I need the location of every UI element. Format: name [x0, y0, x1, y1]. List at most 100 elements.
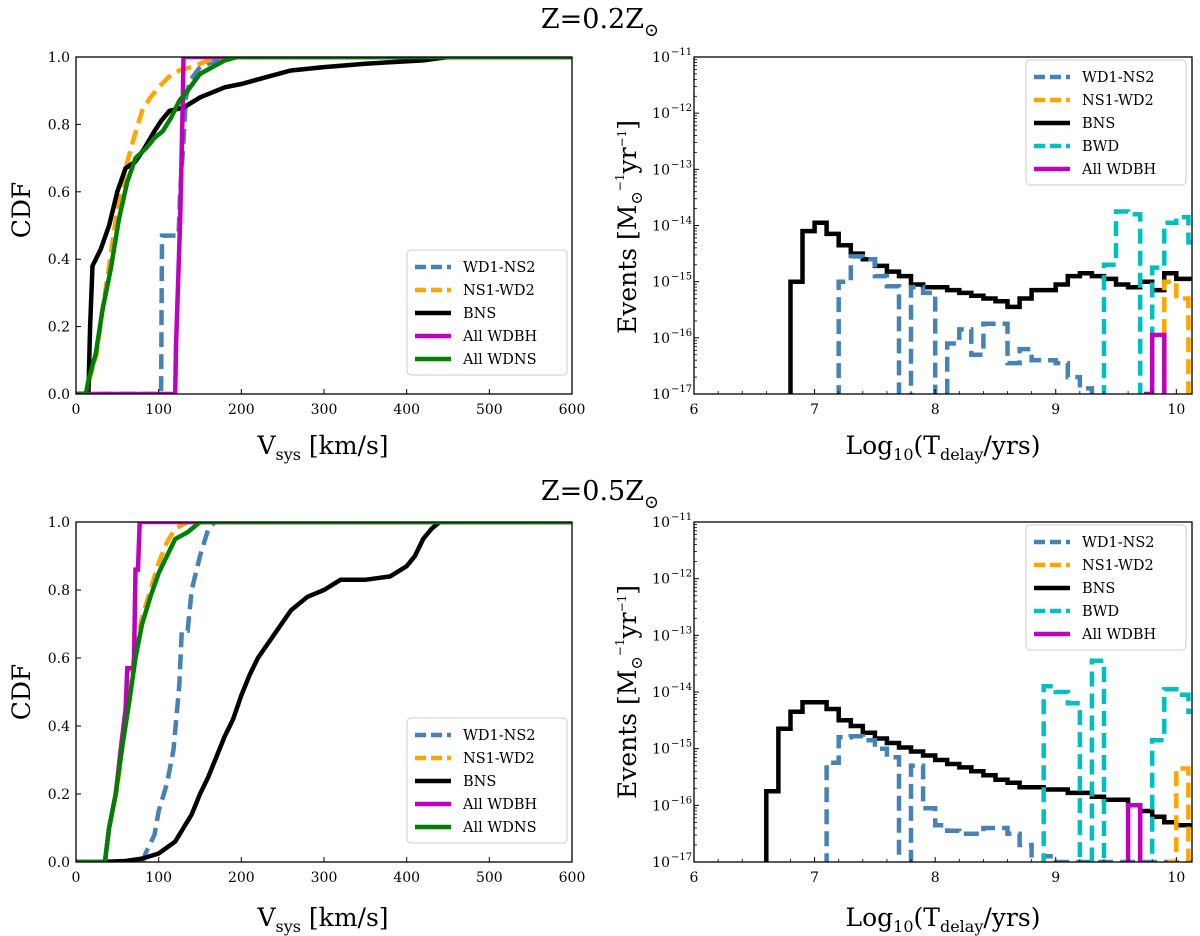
series-ns1-wd2 — [1162, 279, 1191, 394]
x-tick-label: 0 — [72, 402, 81, 418]
legend-label-bwd: BWD — [1082, 139, 1119, 155]
y-tick-label: 10 — [652, 628, 670, 644]
legend-box — [1025, 59, 1187, 186]
legend-label-all-wdbh: All WDBH — [462, 797, 537, 813]
events-ylabel-top: Events [M⊙−1yr−1] — [613, 120, 646, 334]
series-all-wdns — [76, 522, 572, 862]
y-tick-exponent: −12 — [671, 103, 692, 114]
series-all-wdns — [76, 57, 572, 394]
x-tick-label: 6 — [690, 402, 699, 418]
y-tick-exponent: −12 — [671, 569, 692, 580]
row-title-top: Z=0.2Z⊙ — [541, 4, 659, 41]
y-tick-label: 10 — [652, 219, 670, 235]
x-tick-label: 200 — [228, 870, 255, 886]
y-tick-label: 10 — [652, 387, 670, 403]
legend-label-bns: BNS — [463, 306, 496, 322]
legend-label-bns: BNS — [1082, 581, 1115, 597]
x-tick-label: 9 — [1051, 870, 1060, 886]
y-tick-label: 10 — [652, 331, 670, 347]
x-tick-label: 600 — [559, 870, 586, 886]
cdf-ylabel-bottom: CDF — [7, 664, 36, 721]
x-tick-label: 300 — [311, 870, 338, 886]
x-tick-label: 0 — [72, 870, 81, 886]
y-tick-label: 0.6 — [48, 651, 70, 667]
y-tick-exponent: −17 — [671, 852, 692, 863]
cdf_z02-plot: 0 100 200 300 400 500 600 0.0 0.2 0.4 0.6 0.8 1.0 WD1… — [48, 50, 586, 418]
y-tick-label: 0.0 — [48, 387, 70, 403]
y-tick-label: 0.4 — [48, 719, 70, 735]
series-bwd — [1101, 209, 1192, 394]
series-wd1-ns2 — [76, 57, 572, 394]
legend-label-bwd: BWD — [1082, 604, 1119, 620]
y-tick-label: 1.0 — [48, 515, 70, 531]
y-tick-label: 10 — [652, 572, 670, 588]
events-ylabel-bottom: Events [M⊙−1yr−1] — [613, 585, 646, 799]
x-tick-label: 400 — [393, 870, 420, 886]
legend-label-all-wdbh: All WDBH — [1081, 162, 1156, 178]
events_z05-series — [764, 658, 1192, 862]
series-all-wdbh — [76, 57, 572, 394]
cdf-ylabel-top: CDF — [7, 182, 36, 239]
y-tick-label: 10 — [652, 855, 670, 871]
y-tick-exponent: −16 — [671, 795, 692, 806]
y-tick-label: 1.0 — [48, 50, 70, 66]
y-tick-label: 10 — [652, 798, 670, 814]
y-tick-label: 0.6 — [48, 185, 70, 201]
x-tick-label: 7 — [810, 870, 819, 886]
y-tick-label: 10 — [652, 515, 670, 531]
series-bns — [76, 57, 572, 394]
y-tick-label: 10 — [652, 275, 670, 291]
y-tick-label: 10 — [652, 742, 670, 758]
y-tick-label: 0.4 — [48, 252, 70, 268]
legend-label-all-wdns: All WDNS — [462, 352, 537, 368]
y-tick-exponent: −17 — [671, 384, 692, 395]
x-tick-label: 8 — [931, 870, 940, 886]
tdelay-xlabel-top: Log10(Tdelay/yrs) — [846, 431, 1041, 464]
series-wd1-ns2 — [836, 254, 1095, 394]
y-tick-exponent: −16 — [671, 328, 692, 339]
legend-label-ns1-wd2: NS1-WD2 — [463, 751, 535, 767]
x-tick-label: 400 — [393, 402, 420, 418]
legend-box — [1025, 524, 1187, 651]
series-bns — [788, 220, 1192, 394]
x-tick-label: 500 — [476, 870, 503, 886]
y-tick-label: 0.2 — [48, 320, 70, 336]
series-all-wdbh — [1125, 803, 1143, 862]
y-tick-exponent: −14 — [671, 682, 692, 693]
y-tick-exponent: −13 — [671, 159, 692, 170]
series-all-wdbh — [1143, 332, 1167, 394]
x-tick-label: 6 — [690, 870, 699, 886]
legend-label-wd1-ns2: WD1-NS2 — [463, 728, 536, 744]
cdf_z05-plot: 0 100 200 300 400 500 600 0.0 0.2 0.4 0.6 0.8 1.0 WD1… — [48, 515, 586, 886]
y-tick-exponent: −11 — [671, 512, 692, 523]
x-tick-label: 10 — [1167, 870, 1185, 886]
vsys-xlabel-top: Vsys [km/s] — [256, 431, 388, 464]
cdf_z05-series — [76, 522, 572, 862]
x-tick-label: 10 — [1167, 402, 1185, 418]
y-tick-label: 0.2 — [48, 787, 70, 803]
events_z05-legend: WD1-NS2 NS1-WD2 BNS BWD All WDBH — [1025, 524, 1187, 651]
legend-label-wd1-ns2: WD1-NS2 — [463, 260, 536, 276]
legend-label-all-wdbh: All WDBH — [1081, 627, 1156, 643]
cdf_z02-legend: WD1-NS2 NS1-WD2 BNS All WDBH All WDNS — [406, 249, 568, 376]
y-tick-label: 0.8 — [48, 583, 70, 599]
series-bns — [764, 699, 1192, 862]
y-tick-label: 0.0 — [48, 855, 70, 871]
x-tick-label: 200 — [228, 402, 255, 418]
y-tick-label: 10 — [652, 106, 670, 122]
legend-label-wd1-ns2: WD1-NS2 — [1082, 70, 1155, 86]
x-tick-label: 9 — [1051, 402, 1060, 418]
legend-label-bns: BNS — [1082, 116, 1115, 132]
legend-label-all-wdbh: All WDBH — [462, 329, 537, 345]
vsys-xlabel-bottom: Vsys [km/s] — [256, 903, 388, 936]
tdelay-xlabel-bottom: Log10(Tdelay/yrs) — [846, 903, 1041, 936]
y-tick-exponent: −14 — [671, 216, 692, 227]
y-tick-label: 0.8 — [48, 117, 70, 133]
legend-box — [406, 249, 568, 376]
x-tick-label: 600 — [559, 402, 586, 418]
y-tick-label: 10 — [652, 685, 670, 701]
x-tick-label: 8 — [931, 402, 940, 418]
